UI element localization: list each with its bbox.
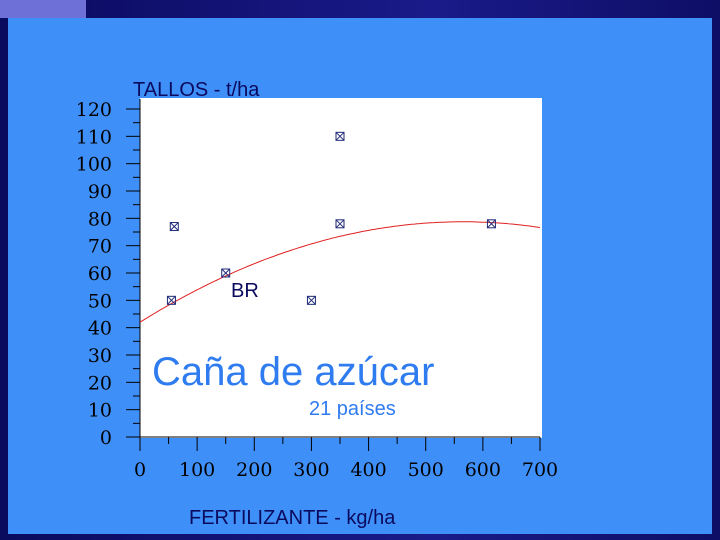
y-tick-label: 30: [88, 345, 112, 367]
data-point: [166, 295, 176, 305]
y-tick-label: 0: [100, 427, 112, 449]
x-axis: 0 100 200 300 400 500 600 700: [134, 436, 558, 481]
y-tick-label: 10: [88, 400, 112, 422]
chart-title: Caña de azúcar: [152, 350, 434, 394]
y-tick-label: 100: [76, 154, 112, 176]
x-tick-label: 0: [134, 459, 146, 481]
y-tick-label: 40: [88, 318, 112, 340]
x-tick-label: 600: [465, 459, 501, 481]
y-tick-label: 60: [88, 263, 112, 285]
x-tick-label: 300: [293, 459, 329, 481]
series-label: BR: [231, 280, 259, 302]
data-point: [306, 295, 316, 305]
y-tick-label: 110: [76, 126, 112, 148]
y-tick-label: 80: [88, 208, 112, 230]
x-tick-label: 500: [408, 459, 444, 481]
data-point: [335, 219, 345, 229]
corner-decoration: [0, 0, 86, 18]
y-tick-label: 120: [76, 99, 112, 121]
y-tick-label: 20: [88, 372, 112, 394]
data-point: [221, 268, 231, 278]
data-point: [486, 219, 496, 229]
x-axis-title: FERTILIZANTE - kg/ha: [189, 507, 396, 529]
x-tick-label: 400: [350, 459, 386, 481]
x-tick-label: 700: [522, 459, 558, 481]
data-points: [166, 131, 496, 305]
plot-area: [140, 98, 542, 438]
y-tick-label: 70: [88, 236, 112, 258]
y-axis-title: TALLOS - t/ha: [133, 79, 260, 101]
fit-curve: [139, 221, 541, 323]
x-tick-label: 200: [236, 459, 272, 481]
data-point: [169, 222, 179, 232]
chart-subtitle: 21 países: [309, 398, 396, 420]
y-tick-label: 90: [88, 181, 112, 203]
data-point: [335, 131, 345, 141]
y-tick-label: 50: [88, 290, 112, 312]
x-tick-label: 100: [179, 459, 215, 481]
